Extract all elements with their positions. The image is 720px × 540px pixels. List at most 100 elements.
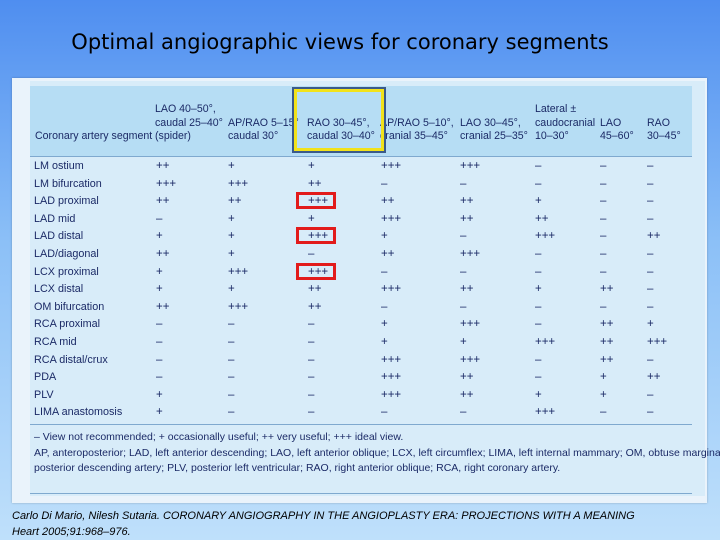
rating-cell: + (228, 283, 235, 296)
citation: Carlo Di Mario, Nilesh Sutaria. CORONARY… (12, 508, 635, 540)
rating-cell: ++ (647, 371, 661, 384)
column-header-2-line-2: caudal 30° (228, 130, 279, 142)
column-header-3-line-2: caudal 30–40° (307, 130, 375, 142)
column-header-8-line-2: 30–45° (647, 130, 681, 142)
rating-cell: +++ (381, 371, 402, 384)
rating-cell: – (647, 353, 654, 366)
highlight-cell-box (296, 262, 336, 280)
rating-cell: + (156, 388, 163, 401)
rating-cell: + (228, 230, 235, 243)
rating-cell: – (600, 248, 607, 260)
rating-cell: – (647, 283, 654, 296)
column-header-4-line-1: AP/RAO 5–10°, (380, 116, 454, 129)
rating-cell: – (647, 265, 654, 278)
rating-cell: – (308, 371, 315, 384)
row-label: LAD mid (34, 212, 76, 225)
rating-cell: + (647, 318, 654, 331)
rating-cell: – (535, 318, 542, 331)
rating-cell: + (228, 248, 235, 260)
rating-cell: – (228, 353, 235, 366)
column-header-1-line-2: caudal 25–40° (155, 116, 223, 129)
column-header-7-line-1: LAO (600, 116, 622, 129)
highlight-cell-box (296, 227, 336, 245)
rating-cell: +++ (381, 283, 402, 296)
rating-cell: – (600, 406, 607, 419)
column-header-8-line-1: RAO (647, 116, 670, 129)
rating-cell: – (308, 248, 315, 260)
rating-cell: + (600, 388, 607, 401)
rating-cell: ++ (460, 283, 474, 296)
rating-cell: ++ (156, 248, 170, 260)
rating-cell: – (381, 265, 388, 278)
rating-cell: ++ (381, 248, 395, 260)
rating-cell: + (381, 336, 388, 348)
citation-line-2: Heart 2005;91:968–976. (12, 526, 131, 538)
rating-cell: – (647, 406, 654, 419)
rating-cell: + (156, 265, 163, 278)
rating-cell: +++ (228, 265, 249, 278)
rating-cell: – (308, 336, 315, 348)
rating-cell: – (228, 336, 235, 348)
column-header-2-line-1: AP/RAO 5–15° (228, 116, 299, 129)
rating-cell: + (460, 336, 467, 348)
rating-cell: – (535, 177, 542, 190)
row-label: PLV (34, 388, 54, 401)
rating-cell: +++ (156, 177, 177, 190)
rating-cell: – (600, 160, 607, 172)
row-label: LCX distal (34, 283, 84, 296)
rating-cell: – (156, 353, 163, 366)
row-header: Coronary artery segment (35, 130, 153, 142)
rating-cell: – (647, 160, 654, 172)
rating-cell: ++ (600, 336, 614, 348)
rating-cell: + (600, 371, 607, 384)
rating-cell: ++ (600, 353, 614, 366)
rating-cell: – (600, 300, 607, 313)
rating-cell: +++ (381, 212, 402, 225)
rating-cell: – (600, 177, 607, 190)
rating-cell: +++ (381, 388, 402, 401)
rating-cell: + (156, 230, 163, 243)
row-label: LAD/diagonal (34, 248, 99, 260)
rating-cell: – (600, 212, 607, 225)
rating-cell: +++ (228, 177, 249, 190)
column-header-1-line-1: LAO 40–50°, (155, 103, 216, 115)
rating-cell: ++ (460, 388, 474, 401)
rating-cell: – (600, 195, 607, 208)
rating-cell: +++ (460, 248, 481, 260)
rating-cell: – (381, 406, 388, 419)
rating-cell: +++ (535, 406, 556, 419)
angiographic-views-table: LAO 40–50°, caudal 25–40° (spider) AP/RAO 5… (30, 81, 720, 496)
rating-cell: – (460, 300, 467, 313)
rating-cell: – (535, 248, 542, 260)
rating-cell: – (460, 265, 467, 278)
rating-cell: +++ (308, 195, 329, 208)
rating-cell: +++ (460, 353, 481, 366)
rating-cell: + (535, 388, 542, 401)
rating-cell: – (228, 318, 235, 331)
row-label: LCX proximal (34, 265, 99, 278)
rating-cell: – (600, 265, 607, 278)
rating-cell: – (647, 248, 654, 260)
rating-cell: ++ (156, 195, 170, 208)
rating-cell: + (381, 230, 388, 243)
footnote-line-2: AP, anteroposterior; LAD, left anterior … (34, 446, 720, 459)
rating-cell: – (308, 318, 315, 331)
rating-cell: – (308, 406, 315, 419)
footnote-rule (30, 424, 692, 425)
column-header-6-line-2: caudocranial (535, 116, 596, 129)
rating-cell: +++ (535, 336, 556, 348)
row-label: RCA proximal (34, 318, 100, 331)
rating-cell: ++ (460, 212, 474, 225)
rating-cell: – (647, 300, 654, 313)
rating-cell: +++ (381, 160, 402, 172)
row-label: PDA (34, 371, 57, 384)
rating-cell: +++ (460, 318, 481, 331)
row-label: RCA distal/crux (34, 353, 108, 366)
rating-cell: +++ (460, 160, 481, 172)
rating-cell: – (381, 300, 388, 313)
rating-cell: ++ (535, 212, 549, 225)
table-header-band (30, 86, 692, 156)
row-label: LM bifurcation (34, 177, 102, 190)
rating-cell: ++ (308, 177, 322, 190)
column-header-5-line-1: LAO 30–45°, (460, 116, 521, 129)
